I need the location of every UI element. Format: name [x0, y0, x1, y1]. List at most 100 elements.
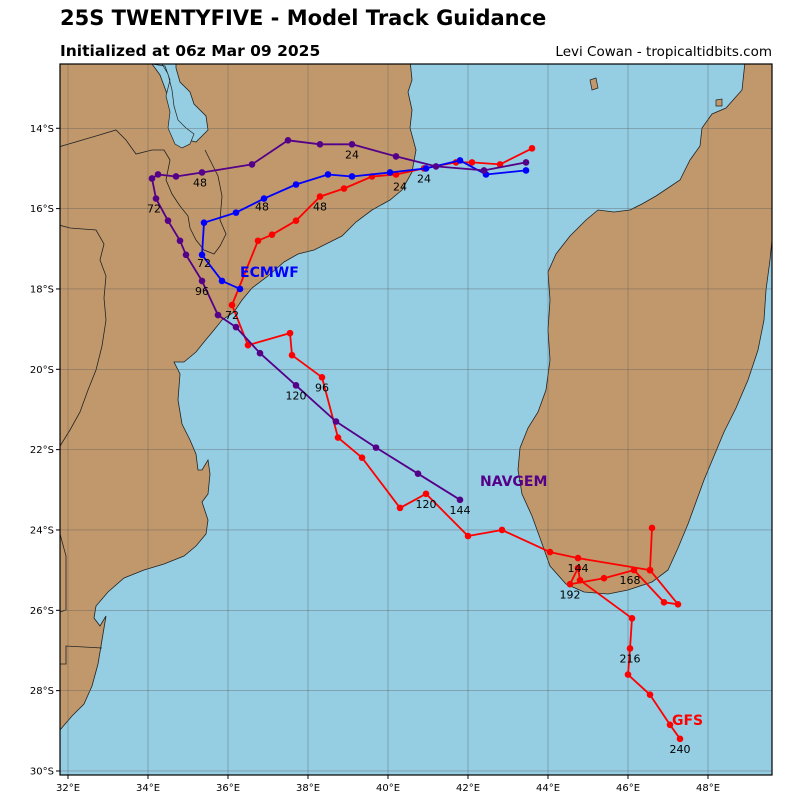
navgem-track-point — [372, 444, 380, 451]
navgem-model-label: NAVGEM — [480, 474, 547, 490]
map-frame — [59, 63, 773, 776]
navgem-track-point — [172, 173, 180, 180]
gfs-track-point — [292, 217, 300, 224]
page-subtitle: Initialized at 06z Mar 09 2025 — [60, 42, 321, 60]
navgem-track-point — [432, 163, 440, 170]
gfs-track-point — [396, 504, 404, 512]
ecmwf-hour-label: 72 — [197, 257, 211, 270]
gfs-track-point — [358, 454, 366, 461]
navgem-track-point — [152, 195, 160, 202]
ecmwf-track-point — [200, 219, 208, 226]
navgem-track-point — [456, 496, 464, 504]
gfs-track-point — [628, 615, 636, 622]
y-tick-label: 24°S — [30, 525, 54, 536]
ecmwf-model-label: ECMWF — [240, 265, 299, 281]
ecmwf-track-point — [198, 251, 206, 259]
gfs-track-point — [574, 554, 582, 562]
gfs-model-label: GFS — [672, 713, 703, 729]
navgem-hour-label: 120 — [286, 389, 307, 402]
ecmwf-track-point — [260, 195, 268, 202]
lake-malawi — [151, 64, 195, 149]
gfs-track-point — [528, 145, 536, 152]
x-tick-label: 42°E — [456, 783, 480, 794]
gfs-track-point — [646, 566, 654, 574]
gfs-track-point — [464, 532, 472, 540]
navgem-track-point — [154, 171, 162, 178]
comoros-island — [589, 77, 599, 91]
navgem-hour-label: 24 — [345, 148, 359, 161]
navgem-track-point — [164, 217, 172, 224]
ecmwf-track-point — [232, 209, 240, 216]
navgem-track-point — [182, 251, 190, 259]
gfs-track-point — [674, 600, 682, 608]
y-tick-label: 18°S — [30, 284, 54, 295]
gfs-track-point — [254, 237, 262, 245]
y-tick-label: 14°S — [30, 124, 54, 135]
ecmwf-track-point — [292, 181, 300, 188]
gfs-track-point — [660, 598, 668, 606]
gfs-track-point — [576, 576, 584, 584]
gfs-track-point — [468, 159, 476, 166]
y-tick-label: 30°S — [30, 766, 54, 777]
gfs-hour-label: 144 — [568, 562, 589, 575]
navgem-track: 24 48 72 96 120 144 NAVGEM — [147, 137, 547, 517]
navgem-track-point — [480, 167, 488, 174]
navgem-track-point — [148, 175, 156, 182]
ecmwf-track-point — [456, 157, 464, 164]
navgem-track-point — [332, 418, 340, 425]
ecmwf-hour-label: 24 — [417, 173, 431, 186]
gfs-track-point — [228, 301, 236, 309]
gfs-track-point — [422, 490, 430, 498]
navgem-track-point — [316, 141, 324, 148]
y-tick-label: 22°S — [30, 445, 54, 456]
x-tick-label: 36°E — [216, 783, 240, 794]
gfs-track-point — [626, 645, 634, 652]
ecmwf-track-point — [522, 167, 530, 174]
ecmwf-track: 24 48 72 ECMWF — [197, 157, 530, 293]
navgem-hour-label: 96 — [195, 285, 209, 298]
navgem-hour-label: 72 — [147, 203, 161, 216]
x-tick-label: 40°E — [376, 783, 400, 794]
gfs-track-point — [546, 548, 554, 556]
gfs-track-point — [496, 161, 504, 168]
navgem-track-point — [176, 237, 184, 245]
navgem-track-point — [414, 470, 422, 478]
navgem-hour-label: 48 — [193, 177, 207, 190]
x-tick-label: 38°E — [296, 783, 320, 794]
gfs-hour-label: 48 — [313, 201, 327, 214]
navgem-track-point — [284, 137, 292, 144]
gfs-track-point — [334, 434, 342, 441]
gfs-hour-label: 192 — [560, 588, 581, 601]
navgem-track-point — [248, 161, 256, 168]
x-tick-label: 32°E — [56, 783, 80, 794]
navgem-track-point — [214, 311, 222, 319]
gfs-track-point — [288, 351, 296, 359]
navgem-track-point — [198, 169, 206, 176]
gfs-hour-label: 168 — [620, 574, 641, 587]
navgem-track-point — [348, 141, 356, 148]
gfs-track-point — [316, 193, 324, 200]
gfs-hour-label: 240 — [670, 743, 691, 756]
africa-landmass — [60, 64, 417, 731]
gfs-hour-label: 120 — [416, 498, 437, 511]
gfs-hour-label: 24 — [393, 181, 407, 194]
ecmwf-hour-label: 48 — [255, 201, 269, 214]
country-borders — [60, 129, 227, 665]
navgem-track-point — [522, 159, 530, 166]
x-tick-label: 48°E — [696, 783, 720, 794]
gfs-track-point — [318, 374, 326, 381]
y-tick-label: 16°S — [30, 204, 54, 215]
gfs-track-point — [624, 671, 632, 678]
gfs-track-point — [666, 721, 674, 729]
navgem-track-point — [232, 323, 240, 331]
gfs-track-point — [600, 574, 608, 582]
gfs-track-point — [286, 329, 294, 337]
navgem-track-point — [198, 277, 206, 285]
ecmwf-track-point — [236, 285, 244, 293]
gfs-track-point — [566, 580, 574, 588]
gfs-track-point — [676, 735, 684, 743]
madagascar-landmass — [517, 64, 772, 595]
y-tick-label: 20°S — [30, 365, 54, 376]
credit-text: Levi Cowan - tropicaltidbits.com — [555, 44, 772, 60]
